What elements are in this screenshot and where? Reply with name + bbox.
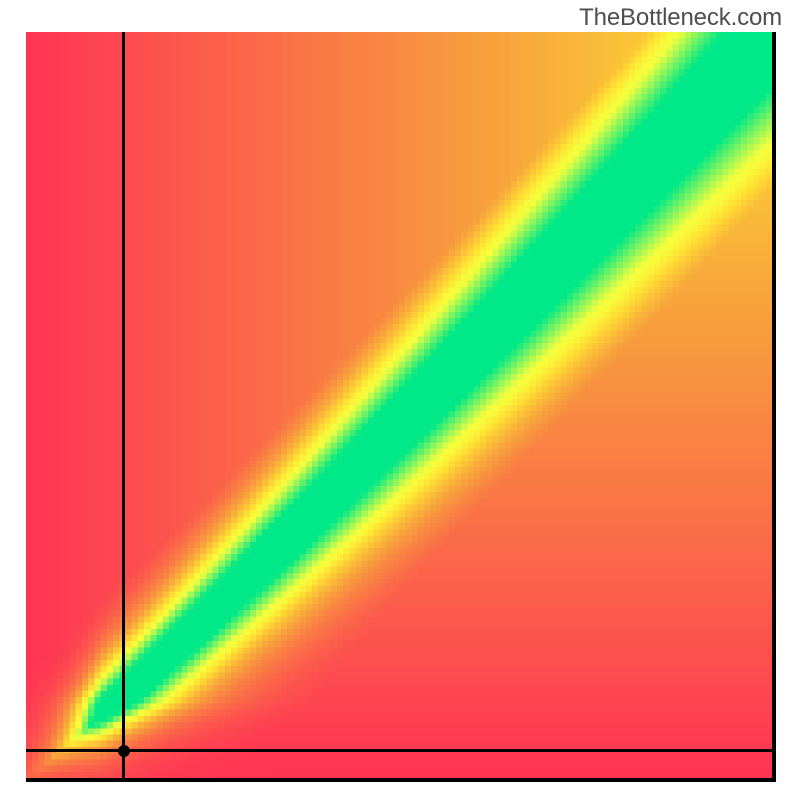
crosshair-marker-dot [118,745,130,757]
bottleneck-heatmap-plot [26,32,776,782]
crosshair-vertical [122,32,125,778]
heatmap-canvas [26,32,772,778]
crosshair-horizontal [26,749,772,752]
watermark-text: TheBottleneck.com [579,4,782,32]
